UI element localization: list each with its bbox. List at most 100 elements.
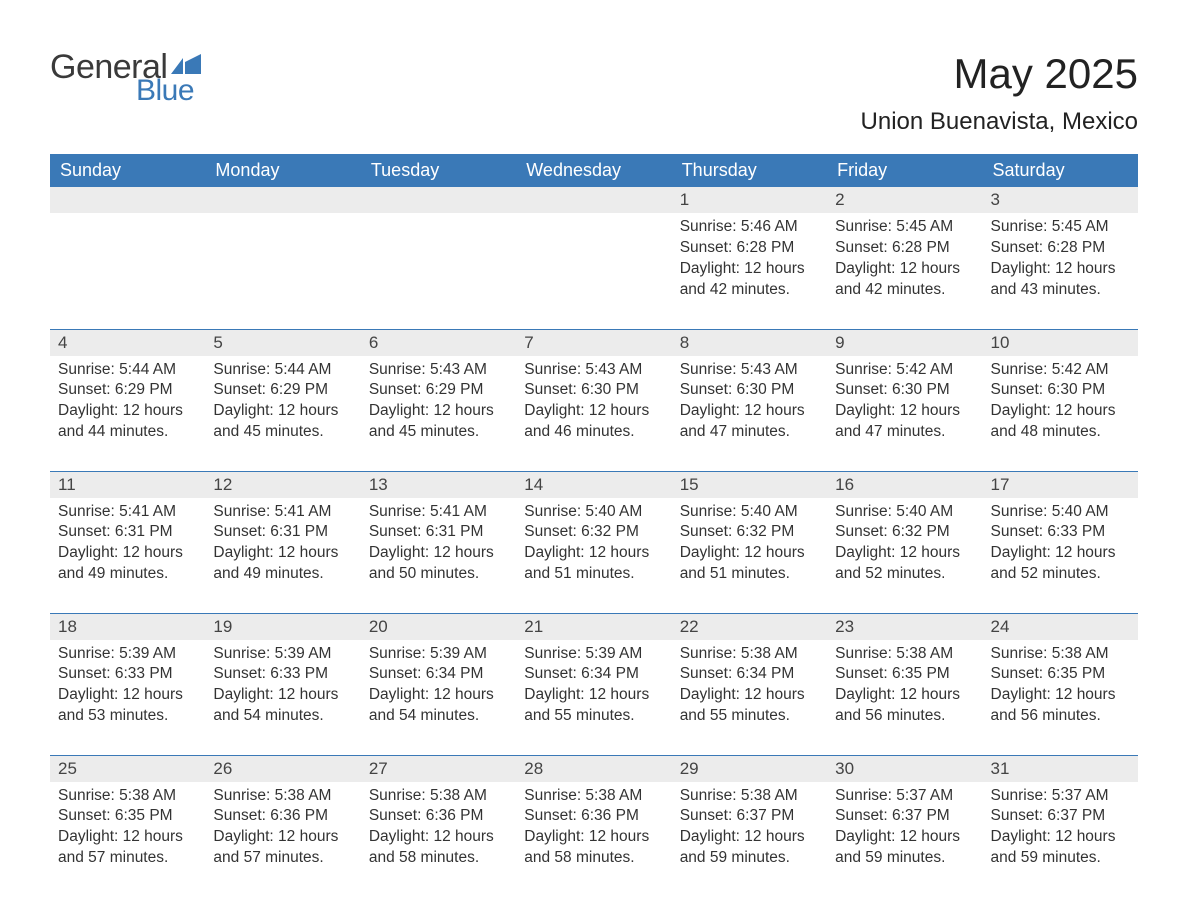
day-content: Sunrise: 5:38 AMSunset: 6:35 PMDaylight:…: [983, 640, 1138, 734]
calendar-cell: [50, 187, 205, 329]
day-content: Sunrise: 5:38 AMSunset: 6:35 PMDaylight:…: [50, 782, 205, 876]
day-daylight1: Daylight: 12 hours: [369, 543, 508, 564]
day-daylight1: Daylight: 12 hours: [835, 401, 974, 422]
day-daylight1: Daylight: 12 hours: [369, 685, 508, 706]
day-sunset: Sunset: 6:30 PM: [680, 380, 819, 401]
calendar-cell: 28Sunrise: 5:38 AMSunset: 6:36 PMDayligh…: [516, 755, 671, 897]
day-sunset: Sunset: 6:37 PM: [991, 806, 1130, 827]
day-daylight1: Daylight: 12 hours: [213, 827, 352, 848]
day-daylight1: Daylight: 12 hours: [369, 827, 508, 848]
day-daylight2: and 54 minutes.: [369, 706, 508, 727]
day-content: Sunrise: 5:40 AMSunset: 6:32 PMDaylight:…: [827, 498, 982, 592]
day-sunrise: Sunrise: 5:39 AM: [58, 644, 197, 665]
day-content: Sunrise: 5:44 AMSunset: 6:29 PMDaylight:…: [205, 356, 360, 450]
day-sunrise: Sunrise: 5:41 AM: [369, 502, 508, 523]
day-content: Sunrise: 5:42 AMSunset: 6:30 PMDaylight:…: [827, 356, 982, 450]
day-daylight2: and 55 minutes.: [680, 706, 819, 727]
day-content: Sunrise: 5:46 AMSunset: 6:28 PMDaylight:…: [672, 213, 827, 307]
day-daylight1: Daylight: 12 hours: [991, 827, 1130, 848]
day-daylight1: Daylight: 12 hours: [680, 259, 819, 280]
day-sunrise: Sunrise: 5:38 AM: [680, 644, 819, 665]
day-daylight2: and 57 minutes.: [213, 848, 352, 869]
calendar-cell: 27Sunrise: 5:38 AMSunset: 6:36 PMDayligh…: [361, 755, 516, 897]
calendar-cell: 23Sunrise: 5:38 AMSunset: 6:35 PMDayligh…: [827, 613, 982, 755]
day-daylight1: Daylight: 12 hours: [835, 543, 974, 564]
day-sunrise: Sunrise: 5:42 AM: [991, 360, 1130, 381]
day-daylight2: and 47 minutes.: [835, 422, 974, 443]
day-daylight2: and 47 minutes.: [680, 422, 819, 443]
day-sunrise: Sunrise: 5:40 AM: [524, 502, 663, 523]
day-content: Sunrise: 5:39 AMSunset: 6:34 PMDaylight:…: [516, 640, 671, 734]
day-number: 29: [672, 756, 827, 782]
day-daylight2: and 56 minutes.: [835, 706, 974, 727]
day-daylight2: and 52 minutes.: [991, 564, 1130, 585]
title-block: May 2025 Union Buenavista, Mexico: [861, 50, 1138, 136]
day-daylight2: and 59 minutes.: [835, 848, 974, 869]
weekday-header: Saturday: [983, 154, 1138, 187]
day-daylight1: Daylight: 12 hours: [991, 543, 1130, 564]
day-number: 23: [827, 614, 982, 640]
day-sunrise: Sunrise: 5:41 AM: [213, 502, 352, 523]
day-sunset: Sunset: 6:35 PM: [991, 664, 1130, 685]
day-sunrise: Sunrise: 5:39 AM: [369, 644, 508, 665]
day-sunset: Sunset: 6:31 PM: [369, 522, 508, 543]
day-sunset: Sunset: 6:34 PM: [680, 664, 819, 685]
day-number: 19: [205, 614, 360, 640]
day-content: Sunrise: 5:41 AMSunset: 6:31 PMDaylight:…: [205, 498, 360, 592]
calendar-body: 1Sunrise: 5:46 AMSunset: 6:28 PMDaylight…: [50, 187, 1138, 897]
day-daylight1: Daylight: 12 hours: [835, 685, 974, 706]
day-daylight1: Daylight: 12 hours: [524, 685, 663, 706]
day-content: Sunrise: 5:37 AMSunset: 6:37 PMDaylight:…: [983, 782, 1138, 876]
day-sunset: Sunset: 6:33 PM: [213, 664, 352, 685]
day-sunset: Sunset: 6:37 PM: [835, 806, 974, 827]
day-sunrise: Sunrise: 5:37 AM: [991, 786, 1130, 807]
day-daylight2: and 49 minutes.: [213, 564, 352, 585]
day-sunrise: Sunrise: 5:40 AM: [680, 502, 819, 523]
day-sunset: Sunset: 6:33 PM: [58, 664, 197, 685]
day-number: 2: [827, 187, 982, 213]
day-number: 22: [672, 614, 827, 640]
day-sunset: Sunset: 6:34 PM: [369, 664, 508, 685]
day-number: 27: [361, 756, 516, 782]
day-daylight2: and 43 minutes.: [991, 280, 1130, 301]
day-sunset: Sunset: 6:29 PM: [369, 380, 508, 401]
calendar-cell: [361, 187, 516, 329]
day-daylight2: and 42 minutes.: [680, 280, 819, 301]
day-number: 9: [827, 330, 982, 356]
calendar-cell: 24Sunrise: 5:38 AMSunset: 6:35 PMDayligh…: [983, 613, 1138, 755]
calendar-cell: 13Sunrise: 5:41 AMSunset: 6:31 PMDayligh…: [361, 471, 516, 613]
day-daylight2: and 56 minutes.: [991, 706, 1130, 727]
day-sunset: Sunset: 6:28 PM: [835, 238, 974, 259]
calendar-week-row: 1Sunrise: 5:46 AMSunset: 6:28 PMDaylight…: [50, 187, 1138, 329]
day-number: 16: [827, 472, 982, 498]
day-sunset: Sunset: 6:32 PM: [835, 522, 974, 543]
day-content: Sunrise: 5:43 AMSunset: 6:29 PMDaylight:…: [361, 356, 516, 450]
day-daylight1: Daylight: 12 hours: [58, 827, 197, 848]
day-content: Sunrise: 5:39 AMSunset: 6:33 PMDaylight:…: [205, 640, 360, 734]
empty-daynum: [361, 187, 516, 213]
calendar-week-row: 4Sunrise: 5:44 AMSunset: 6:29 PMDaylight…: [50, 329, 1138, 471]
calendar-cell: [205, 187, 360, 329]
day-daylight1: Daylight: 12 hours: [991, 259, 1130, 280]
calendar-cell: 31Sunrise: 5:37 AMSunset: 6:37 PMDayligh…: [983, 755, 1138, 897]
weekday-header: Thursday: [672, 154, 827, 187]
day-daylight2: and 59 minutes.: [991, 848, 1130, 869]
calendar-cell: 25Sunrise: 5:38 AMSunset: 6:35 PMDayligh…: [50, 755, 205, 897]
day-sunset: Sunset: 6:36 PM: [369, 806, 508, 827]
day-number: 21: [516, 614, 671, 640]
day-sunset: Sunset: 6:30 PM: [835, 380, 974, 401]
day-sunrise: Sunrise: 5:39 AM: [213, 644, 352, 665]
day-sunset: Sunset: 6:31 PM: [58, 522, 197, 543]
day-sunrise: Sunrise: 5:46 AM: [680, 217, 819, 238]
calendar-cell: 8Sunrise: 5:43 AMSunset: 6:30 PMDaylight…: [672, 329, 827, 471]
day-sunrise: Sunrise: 5:38 AM: [58, 786, 197, 807]
day-daylight1: Daylight: 12 hours: [680, 543, 819, 564]
empty-daynum: [50, 187, 205, 213]
day-daylight2: and 58 minutes.: [369, 848, 508, 869]
logo: General Blue: [50, 50, 201, 106]
day-content: Sunrise: 5:43 AMSunset: 6:30 PMDaylight:…: [672, 356, 827, 450]
calendar-cell: 20Sunrise: 5:39 AMSunset: 6:34 PMDayligh…: [361, 613, 516, 755]
day-sunset: Sunset: 6:35 PM: [835, 664, 974, 685]
calendar-table: SundayMondayTuesdayWednesdayThursdayFrid…: [50, 154, 1138, 897]
calendar-cell: [516, 187, 671, 329]
